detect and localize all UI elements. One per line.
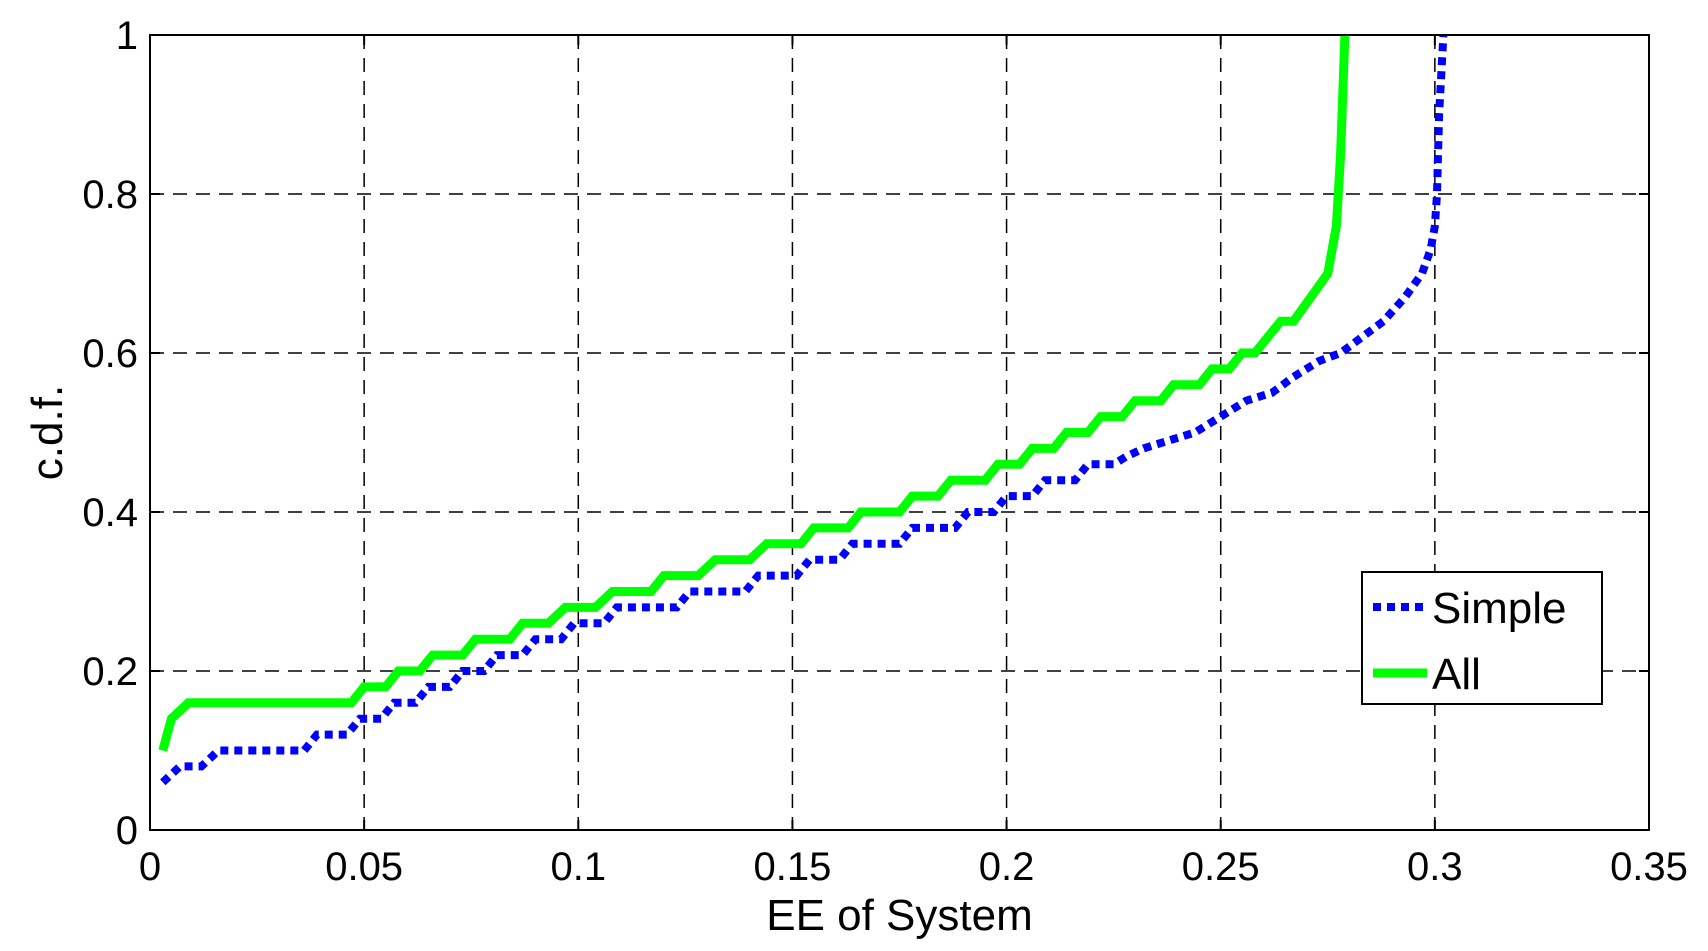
legend-label-all: All xyxy=(1432,650,1481,699)
legend-box xyxy=(1361,571,1603,705)
series-lines xyxy=(158,34,1448,786)
x-tick-label: 0.1 xyxy=(550,845,606,889)
x-tick-label: 0.05 xyxy=(325,845,403,889)
x-tick-label: 0.3 xyxy=(1407,845,1463,889)
y-tick-label: 1 xyxy=(116,14,138,58)
x-tick-label: 0.35 xyxy=(1610,845,1688,889)
x-tick-label: 0 xyxy=(139,845,161,889)
legend: Simple All xyxy=(1361,571,1603,705)
y-tick-label: 0.8 xyxy=(82,173,138,217)
series-line-simple xyxy=(160,34,1448,786)
axis-ticks: 0 0.05 0.1 0.15 0.2 0.25 0.3 0.35 0 0.2 0.4 0.6 0.8 1 xyxy=(82,14,1688,889)
y-tick-label: 0 xyxy=(116,809,138,853)
x-tick-label: 0.2 xyxy=(979,845,1035,889)
y-tick-label: 0.4 xyxy=(82,491,138,535)
y-tick-label: 0.2 xyxy=(82,650,138,694)
legend-label-simple: Simple xyxy=(1432,584,1567,633)
x-axis-label: EE of System xyxy=(766,891,1033,940)
x-tick-label: 0.15 xyxy=(753,845,831,889)
x-tick-label: 0.25 xyxy=(1182,845,1260,889)
y-axis-label: c.d.f. xyxy=(23,385,72,480)
series-line-all xyxy=(158,34,1350,752)
y-tick-label: 0.6 xyxy=(82,332,138,376)
plot-frame xyxy=(149,34,1650,831)
